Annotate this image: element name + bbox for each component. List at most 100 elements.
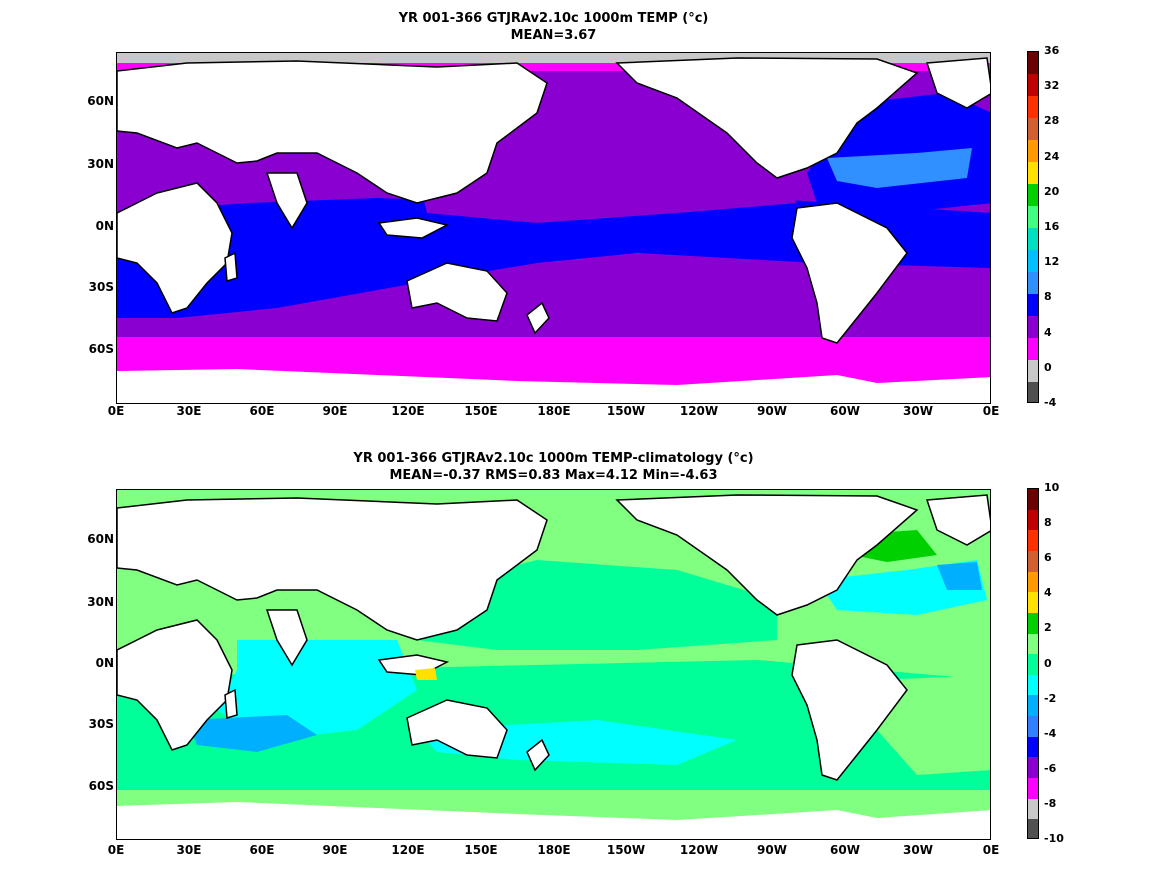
colorbar-segment xyxy=(1028,509,1038,531)
lon-label: 0E xyxy=(982,404,1000,418)
colorbar-segment xyxy=(1028,716,1038,738)
lat-label: 60N xyxy=(87,532,114,546)
colorbar-tick-label: 24 xyxy=(1044,149,1060,163)
lat-label: 60S xyxy=(88,779,114,793)
colorbar xyxy=(1027,488,1039,839)
lon-label: 120E xyxy=(391,843,425,857)
colorbar-tick-label: 20 xyxy=(1044,184,1060,198)
colorbar xyxy=(1027,51,1039,403)
colorbar-segment xyxy=(1028,74,1038,97)
colorbar-tick-label: 10 xyxy=(1044,481,1060,494)
anomaly-map-svg xyxy=(117,490,990,839)
north-pacific xyxy=(417,108,797,223)
lat-label: 30S xyxy=(88,717,114,731)
indonesia-anomaly xyxy=(415,668,437,680)
atlantic-blue-spot xyxy=(937,562,982,590)
colorbar-tick-label: -8 xyxy=(1044,796,1057,810)
colorbar-segment xyxy=(1028,798,1038,820)
arctic-ice xyxy=(117,53,990,63)
colorbar-segment xyxy=(1028,118,1038,141)
colorbar-segment xyxy=(1028,778,1038,800)
lat-label: 0N xyxy=(95,219,114,233)
colorbar-segment xyxy=(1028,294,1038,317)
colorbar-tick-label: 0 xyxy=(1044,360,1052,374)
colorbar-segment xyxy=(1028,550,1038,573)
north-pacific-band xyxy=(417,560,777,650)
temperature-map xyxy=(116,52,991,404)
colorbar-segment xyxy=(1028,96,1038,119)
lon-label: 0E xyxy=(107,843,125,857)
lon-label: 60W xyxy=(830,404,860,418)
colorbar-tick-label: -2 xyxy=(1044,691,1057,705)
colorbar-segment xyxy=(1028,162,1038,185)
lat-label: 60N xyxy=(87,94,114,108)
colorbar-tick-label: 8 xyxy=(1044,516,1052,530)
colorbar-tick-label: 4 xyxy=(1044,325,1052,339)
colorbar-segment xyxy=(1028,489,1038,511)
lon-label: 30E xyxy=(176,843,202,857)
lon-label: 90E xyxy=(322,404,348,418)
colorbar-segment xyxy=(1028,140,1038,163)
colorbar-tick-label: 28 xyxy=(1044,114,1060,128)
colorbar-segment xyxy=(1028,757,1038,779)
colorbar-tick-label: 6 xyxy=(1044,551,1052,565)
lon-label: 90E xyxy=(322,843,348,857)
lon-label: 60W xyxy=(830,843,860,857)
colorbar-segment xyxy=(1028,592,1038,614)
colorbar-tick-label: 16 xyxy=(1044,220,1060,233)
lon-label: 150E xyxy=(464,404,498,418)
atlantic-warm-tongue xyxy=(827,148,972,188)
lon-label: 0E xyxy=(107,404,125,418)
colorbar-segment xyxy=(1028,530,1038,552)
lat-label: 30N xyxy=(87,595,114,609)
title-line-2: MEAN=3.67 xyxy=(510,28,597,43)
colorbar-segment xyxy=(1028,612,1038,635)
lon-label: 60E xyxy=(249,843,275,857)
lon-label: 120W xyxy=(679,404,719,418)
lon-label: 150W xyxy=(606,843,646,857)
colorbar-segment xyxy=(1028,228,1038,251)
indian-ocean-cyan xyxy=(217,640,417,740)
colorbar-segment xyxy=(1028,654,1038,676)
south-indian-blue xyxy=(187,715,317,752)
colorbar-tick-label: 8 xyxy=(1044,290,1052,304)
lon-label: 30E xyxy=(176,404,202,418)
lon-label: 0E xyxy=(982,843,1000,857)
lat-label: 0N xyxy=(95,656,114,670)
colorbar-segment xyxy=(1028,184,1038,207)
continents xyxy=(117,57,990,344)
colorbar-segment xyxy=(1028,571,1038,593)
colorbar-segment xyxy=(1028,633,1038,655)
title-line-2: MEAN=-0.37 RMS=0.83 Max=4.12 Min=-4.63 xyxy=(389,468,718,483)
lon-label: 90W xyxy=(757,843,787,857)
colorbar-segment xyxy=(1028,206,1038,229)
colorbar-segment xyxy=(1028,819,1038,838)
colorbar-tick-label: -4 xyxy=(1044,396,1057,409)
colorbar-segment xyxy=(1028,316,1038,339)
colorbar-segment xyxy=(1028,360,1038,383)
lon-label: 150W xyxy=(606,404,646,418)
lat-label: 30S xyxy=(88,280,114,294)
colorbar-segment xyxy=(1028,52,1038,75)
lat-label: 60S xyxy=(88,342,114,356)
temperature-map-svg xyxy=(117,53,990,403)
title-line-1: YR 001-366 GTJRAv2.10c 1000m TEMP-climat… xyxy=(353,451,754,466)
antarctica xyxy=(117,802,990,839)
colorbar-segment xyxy=(1028,338,1038,361)
colorbar-segment xyxy=(1028,382,1038,402)
anomaly-map xyxy=(116,489,991,840)
southern-ocean-edge xyxy=(117,323,990,337)
lon-label: 180E xyxy=(537,404,571,418)
continents xyxy=(117,494,990,781)
colorbar-segment xyxy=(1028,674,1038,696)
colorbar-segment xyxy=(1028,272,1038,295)
lon-label: 120E xyxy=(391,404,425,418)
colorbar-tick-label: 0 xyxy=(1044,656,1052,670)
panel-title: YR 001-366 GTJRAv2.10c 1000m TEMP-climat… xyxy=(116,450,991,484)
colorbar-segment xyxy=(1028,695,1038,717)
lon-label: 120W xyxy=(679,843,719,857)
lon-label: 30W xyxy=(903,404,933,418)
lat-label: 30N xyxy=(87,157,114,171)
lon-label: 60E xyxy=(249,404,275,418)
colorbar-tick-label: 2 xyxy=(1044,621,1052,635)
